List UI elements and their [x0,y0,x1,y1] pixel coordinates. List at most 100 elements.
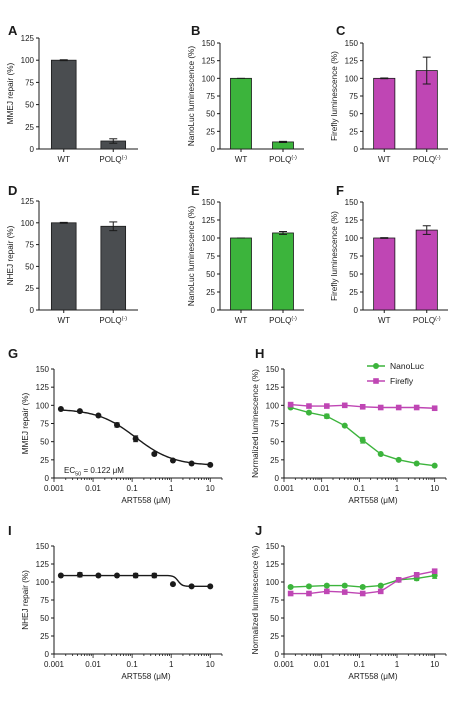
series-data [57,571,214,590]
panel-h-y-tick-label: 125 [266,383,280,392]
data-point [395,404,402,411]
data-point [207,461,214,468]
data-point [57,405,64,412]
panel-e-y-tick-label: 125 [202,216,216,225]
panel-c-y-tick-label: 25 [349,127,358,136]
panel-i-y-tick-label: 75 [40,596,49,605]
x-tick-label: 0.01 [314,484,330,493]
panel-a-y-axis-title: MMEJ repair (%) [6,63,15,125]
panel-c-y-tick-label: 50 [349,110,358,119]
panel-d: D 0 25 50 75 100 125 NHEJ repair (%) WT POLQ(-) [6,183,138,325]
panel-a-y-tick-label: 100 [21,56,35,65]
x-tick-label: POLQ(-) [413,316,441,325]
x-axis-title: ART558 (μM) [121,496,170,505]
data-point [341,582,348,589]
panel-f: F 0 25 50 75 100 125 150 Firefly luminescence (%… [330,183,448,325]
legend-label: NanoLuc [390,361,425,371]
panel-d-y-tick-label: 25 [25,284,34,293]
data-point [57,572,64,579]
data-point [377,404,384,411]
panel-letter: F [336,183,344,198]
x-tick-label: POLQ(-) [269,316,297,325]
data-point [359,437,366,444]
data-point [287,401,294,408]
x-tick-label: 1 [395,484,400,493]
panel-e-y-tick-label: 75 [206,252,215,261]
data-point [377,451,384,458]
panel-i-y-tick-label: 125 [36,560,50,569]
panel-h-y-tick-label: 75 [270,420,279,429]
panel-a: A 0 25 50 75 100 125 MMEJ repair (%) WT POLQ(-) [6,23,138,164]
panel-f-y-tick-label: 0 [354,306,359,315]
panel-a-y-tick-label: 25 [25,123,34,132]
panel-b-y-tick-label: 75 [206,92,215,101]
panel-d-y-tick-label: 75 [25,241,34,250]
data-point [305,583,312,590]
panel-c-y-tick-label: 125 [345,57,359,66]
series-line [290,406,435,467]
data-point [395,456,402,463]
panel-c-y-tick-label: 100 [345,74,359,83]
panel-b-y-tick-label: 25 [206,127,215,136]
bar [100,225,127,311]
data-point [287,584,294,591]
panel-c-y-tick-label: 75 [349,92,358,101]
data-point [377,582,384,589]
panel-f-y-axis-title: Firefly luminescence (%) [330,211,339,301]
data-point [113,421,120,428]
x-tick-label: 10 [430,660,439,669]
bar [50,59,77,150]
panel-j-y-tick-label: 0 [275,650,280,659]
panel-c: C 0 25 50 75 100 125 150 Firefly luminescence (%… [330,23,448,164]
panel-g-y-tick-label: 75 [40,420,49,429]
panel-g-y-tick-label: 25 [40,456,49,465]
data-point [413,460,420,467]
x-tick-label: 1 [169,660,174,669]
panel-e-y-tick-label: 0 [211,306,216,315]
panel-letter: D [8,183,17,198]
series-data [57,405,214,468]
data-point [188,460,195,467]
data-point [413,572,420,578]
data-point [359,584,366,591]
panel-f-y-tick-label: 100 [345,234,359,243]
panel-h-y-axis-title: Normalized luminescence (%) [251,369,260,478]
series-nanoluc [287,404,438,469]
panel-letter: E [191,183,200,198]
x-tick-label: 10 [206,484,215,493]
data-point [132,435,139,442]
panel-f-y-tick-label: 125 [345,216,359,225]
panel-g-y-tick-label: 50 [40,438,49,447]
data-point [151,451,158,458]
data-point [207,583,214,590]
x-tick-label: POLQ(-) [269,155,297,164]
x-tick-label: 0.001 [44,660,65,669]
data-point [341,589,348,595]
data-point [95,412,102,419]
x-tick-label: WT [58,316,71,325]
x-tick-label: POLQ(-) [413,155,441,164]
data-point [431,568,438,574]
bar [230,77,252,150]
panel-c-y-tick-label: 150 [345,39,359,48]
x-tick-label: WT [378,316,391,325]
x-tick-label: WT [378,155,391,164]
panel-letter: I [8,523,12,538]
legend-marker [373,363,379,369]
bar [373,237,396,311]
x-tick-label: 1 [169,484,174,493]
panel-letter: B [191,23,200,38]
bar [373,77,396,150]
panel-b-y-tick-label: 125 [202,57,216,66]
data-point [169,581,176,588]
panel-j-y-tick-label: 50 [270,614,279,623]
x-tick-label: WT [58,155,71,164]
x-tick-label: 0.001 [44,484,65,493]
panel-e-y-tick-label: 150 [202,198,216,207]
panel-a-y-tick-label: 50 [25,101,34,110]
data-point [413,404,420,411]
panel-e: E 0 25 50 75 100 125 150 NanoLuc luminescence (%… [187,183,304,325]
panel-j-y-tick-label: 100 [266,578,280,587]
ec50-annotation: EC50 = 0.122 μM [64,466,124,478]
panel-h-y-tick-label: 100 [266,401,280,410]
